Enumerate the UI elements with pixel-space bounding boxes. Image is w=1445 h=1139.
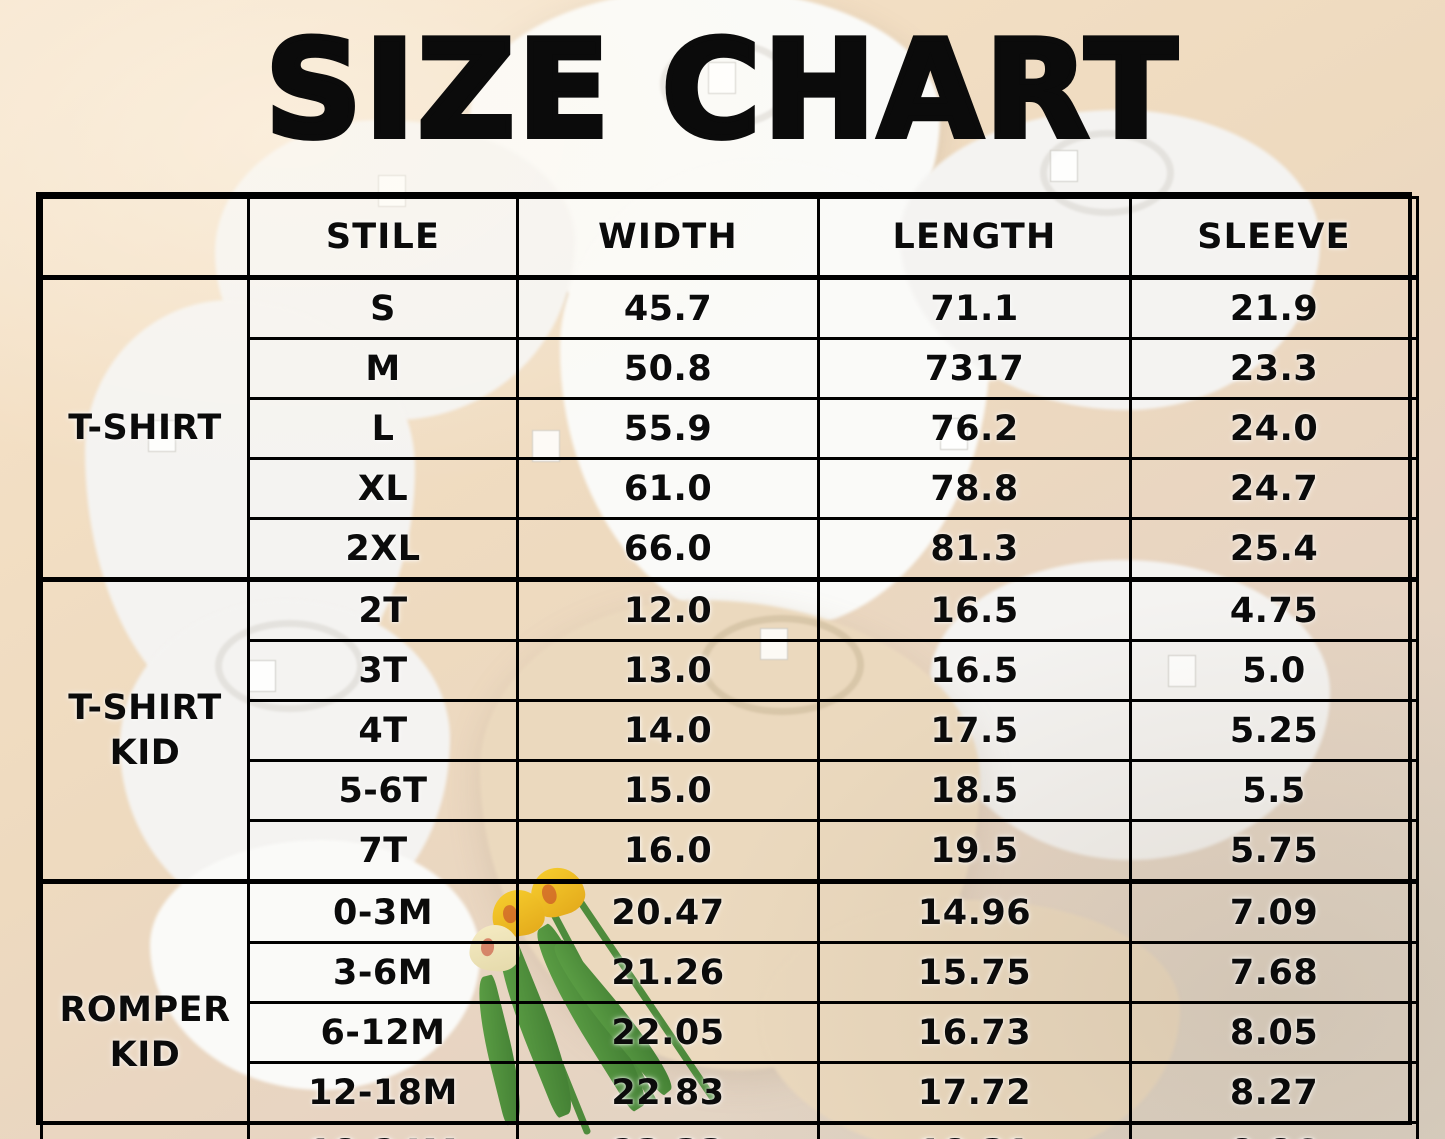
cell-length: 19.5 bbox=[817, 819, 1132, 883]
cell-stile: 3-6M bbox=[247, 941, 519, 1004]
cell-length: 7317 bbox=[817, 337, 1132, 400]
cell-width: 12.0 bbox=[516, 577, 820, 642]
header-length: LENGTH bbox=[817, 196, 1132, 279]
table-row: 6-12M 22.05 16.73 8.05 bbox=[42, 1001, 1419, 1064]
cell-stile: 5-6T bbox=[247, 759, 519, 822]
cell-width: 22.83 bbox=[516, 1061, 820, 1124]
cell-length: 71.1 bbox=[817, 275, 1132, 340]
cell-stile: XL bbox=[247, 457, 519, 520]
group-label-cell: T-SHIRT bbox=[40, 275, 250, 581]
table-row: 2XL 66.0 81.3 25.4 bbox=[42, 517, 1419, 581]
cell-stile: S bbox=[247, 275, 519, 340]
cell-length: 15.75 bbox=[817, 941, 1132, 1004]
table-row: XL 61.0 78.8 24.7 bbox=[42, 457, 1419, 520]
cell-width: 20.47 bbox=[516, 879, 820, 944]
group-label-cell: ROMPER KID bbox=[40, 879, 250, 1139]
cell-sleeve: 21.9 bbox=[1129, 275, 1419, 340]
cell-length: 81.3 bbox=[817, 517, 1132, 581]
header-width: WIDTH bbox=[516, 196, 820, 279]
cell-sleeve: 25.4 bbox=[1129, 517, 1419, 581]
size-chart-table-wrapper: STILE WIDTH LENGTH SLEEVE T-SHIRT S 45.7 71… bbox=[36, 192, 1419, 1139]
table-row: T-SHIRT KID 2T 12.0 16.5 4.75 bbox=[40, 577, 1419, 883]
cell-width: 50.8 bbox=[516, 337, 820, 400]
cell-length: 17.5 bbox=[817, 699, 1132, 762]
cell-sleeve: 8.86 bbox=[1129, 1121, 1419, 1139]
cell-length: 16.5 bbox=[817, 639, 1132, 702]
table-row: 3-6M 21.26 15.75 7.68 bbox=[42, 941, 1419, 1004]
page-title: SIZE CHART bbox=[262, 11, 1180, 169]
table-row: 12-18M 22.83 17.72 8.27 bbox=[42, 1061, 1419, 1124]
cell-width: 55.9 bbox=[516, 397, 820, 460]
table-row: ROMPER KID 0-3M 20.47 14.96 7.09 bbox=[40, 879, 1419, 1139]
cell-sleeve: 8.27 bbox=[1129, 1061, 1419, 1124]
table-row: 7T 16.0 19.5 5.75 bbox=[42, 819, 1419, 883]
header-corner-blank bbox=[40, 196, 250, 279]
cell-width: 21.26 bbox=[516, 941, 820, 1004]
header-stile: STILE bbox=[247, 196, 519, 279]
cell-sleeve: 7.09 bbox=[1129, 879, 1419, 944]
cell-width: 61.0 bbox=[516, 457, 820, 520]
table-row: T-SHIRT S 45.7 71.1 21.9 bbox=[40, 275, 1419, 581]
cell-stile: 6-12M bbox=[247, 1001, 519, 1064]
cell-sleeve: 23.3 bbox=[1129, 337, 1419, 400]
table-row: 18-24M23.3318.318.86 bbox=[42, 1121, 1419, 1139]
cell-stile: 2T bbox=[247, 577, 519, 642]
table-header-row: STILE WIDTH LENGTH SLEEVE bbox=[40, 196, 1419, 279]
cell-length: 76.2 bbox=[817, 397, 1132, 460]
cell-sleeve: 7.68 bbox=[1129, 941, 1419, 1004]
cell-sleeve: 5.0 bbox=[1129, 639, 1419, 702]
cell-stile: 18-24M bbox=[247, 1121, 519, 1139]
cell-width: 66.0 bbox=[516, 517, 820, 581]
cell-width: 13.0 bbox=[516, 639, 820, 702]
cell-sleeve: 8.05 bbox=[1129, 1001, 1419, 1064]
cell-length: 17.72 bbox=[817, 1061, 1132, 1124]
cell-width: 45.7 bbox=[516, 275, 820, 340]
cell-length: 16.73 bbox=[817, 1001, 1132, 1064]
table-row: L 55.9 76.2 24.0 bbox=[42, 397, 1419, 460]
cell-stile: 0-3M bbox=[247, 879, 519, 944]
table-row: 4T 14.0 17.5 5.25 bbox=[42, 699, 1419, 762]
cell-stile: L bbox=[247, 397, 519, 460]
cell-width: 16.0 bbox=[516, 819, 820, 883]
cell-stile: 7T bbox=[247, 819, 519, 883]
cell-width: 14.0 bbox=[516, 699, 820, 762]
group-label-cell: T-SHIRT KID bbox=[40, 577, 250, 883]
cell-sleeve: 5.25 bbox=[1129, 699, 1419, 762]
cell-width: 15.0 bbox=[516, 759, 820, 822]
size-chart-table: STILE WIDTH LENGTH SLEEVE T-SHIRT S 45.7 71… bbox=[40, 196, 1419, 1139]
table-row: 5-6T 15.0 18.5 5.5 bbox=[42, 759, 1419, 822]
cell-sleeve: 4.75 bbox=[1129, 577, 1419, 642]
table-row: 3T 13.0 16.5 5.0 bbox=[42, 639, 1419, 702]
cell-width: 22.05 bbox=[516, 1001, 820, 1064]
cell-stile: 2XL bbox=[247, 517, 519, 581]
cell-length: 16.5 bbox=[817, 577, 1132, 642]
cell-sleeve: 5.5 bbox=[1129, 759, 1419, 822]
cell-stile: M bbox=[247, 337, 519, 400]
cell-stile: 4T bbox=[247, 699, 519, 762]
cell-length: 14.96 bbox=[817, 879, 1132, 944]
header-sleeve: SLEEVE bbox=[1129, 196, 1419, 279]
cell-stile: 3T bbox=[247, 639, 519, 702]
cell-length: 78.8 bbox=[817, 457, 1132, 520]
cell-sleeve: 5.75 bbox=[1129, 819, 1419, 883]
cell-length: 18.5 bbox=[817, 759, 1132, 822]
size-chart-body: T-SHIRT S 45.7 71.1 21.9 M 50.8 7317 23.3 L 55.9 76… bbox=[40, 275, 1419, 1139]
table-row: M 50.8 7317 23.3 bbox=[42, 337, 1419, 400]
cell-width: 23.33 bbox=[516, 1121, 820, 1139]
cell-sleeve: 24.7 bbox=[1129, 457, 1419, 520]
cell-sleeve: 24.0 bbox=[1129, 397, 1419, 460]
cell-length: 18.31 bbox=[817, 1121, 1132, 1139]
cell-stile: 12-18M bbox=[247, 1061, 519, 1124]
